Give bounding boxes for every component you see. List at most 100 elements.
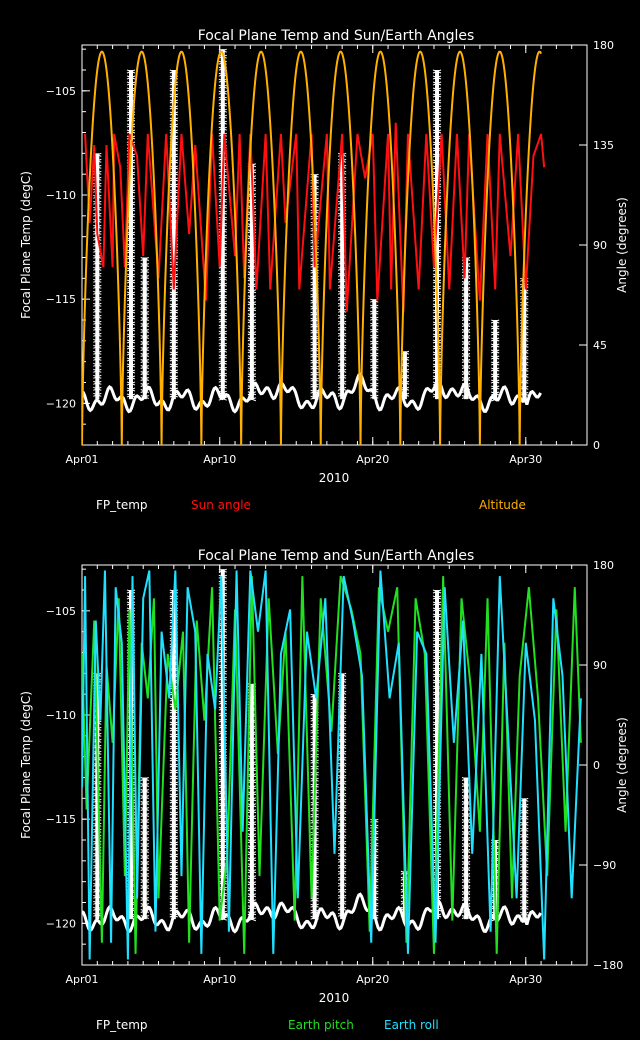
fp-temp-star [169, 381, 178, 386]
fp-temp-star [93, 290, 102, 295]
fp-temp-star [140, 365, 149, 369]
fp-temp-star [169, 757, 178, 762]
fp-temp-star [93, 332, 102, 337]
fp-temp-star [520, 839, 529, 844]
fp-temp-star [218, 78, 227, 83]
fp-temp-star [337, 308, 347, 313]
fp-temp-star [520, 803, 529, 808]
fp-temp-star [461, 837, 471, 841]
fp-temp-star [432, 631, 442, 636]
fp-temp-star [169, 811, 178, 816]
fp-temp-star [140, 275, 149, 279]
fp-temp-star [169, 859, 178, 864]
fp-temp-star [126, 387, 136, 392]
fp-temp-star [247, 313, 257, 318]
fp-temp-star [337, 774, 347, 779]
fp-temp-star [169, 159, 178, 164]
fp-temp-star [169, 745, 178, 750]
fp-temp-star [461, 305, 471, 309]
fp-temp-star [461, 897, 471, 901]
fp-temp-star [370, 322, 379, 327]
fp-temp-star [337, 858, 347, 863]
fp-temp-star [126, 351, 136, 356]
y-left-tick-label: −105 [46, 85, 76, 98]
fp-temp-star [247, 869, 257, 874]
y-left-tick-label: −115 [46, 813, 76, 826]
fp-temp-star [93, 386, 102, 391]
fp-temp-star [93, 260, 102, 265]
fp-temp-star [247, 851, 257, 856]
fp-temp-star [461, 365, 471, 369]
y-right-tick-label: 90 [593, 659, 607, 672]
fp-temp-star [520, 869, 529, 874]
x-tick-label: Apr10 [203, 973, 236, 986]
fp-temp-star [337, 852, 347, 857]
fp-temp-star [93, 350, 102, 355]
fp-temp-star [310, 323, 319, 328]
fp-temp-star [126, 69, 136, 74]
fp-temp-star [461, 831, 471, 835]
fp-temp-star [337, 344, 347, 349]
fp-temp-star [169, 799, 178, 804]
fp-temp-star [218, 126, 227, 131]
fp-temp-star [140, 323, 149, 327]
fp-temp-star [337, 888, 347, 893]
fp-temp-star [126, 309, 136, 314]
fp-temp-star [432, 147, 442, 152]
y-left-tick-label: −120 [46, 397, 76, 410]
fp-temp-star [218, 120, 227, 125]
fp-temp-star [461, 813, 471, 817]
fp-temp-star [126, 129, 136, 134]
fp-temp-star [432, 661, 442, 666]
fp-temp-star [169, 303, 178, 308]
fp-temp-star [337, 864, 347, 869]
fp-temp-star [93, 188, 102, 193]
fp-temp-star [432, 267, 442, 272]
fp-temp-star [432, 75, 442, 80]
fp-temp-star [337, 314, 347, 319]
fp-temp-spike [464, 257, 469, 400]
fp-temp-star [310, 753, 319, 758]
fp-temp-star [93, 314, 102, 319]
fp-temp-star [370, 364, 379, 369]
fp-temp-star [140, 383, 149, 387]
fp-temp-star [337, 870, 347, 875]
fp-temp-star [432, 339, 442, 344]
fp-temp-star [169, 853, 178, 858]
fp-temp-star [169, 315, 178, 320]
fp-temp-star [140, 825, 149, 829]
fp-temp-star [93, 344, 102, 349]
fp-temp-star [310, 915, 319, 920]
fp-temp-star [370, 310, 379, 315]
y-right-tick-label: 0 [593, 439, 600, 452]
fp-temp-star [169, 369, 178, 374]
plot-series-group [82, 568, 582, 960]
plot-data [82, 568, 582, 960]
fp-temp-star [337, 182, 347, 187]
fp-temp-star [140, 855, 149, 859]
y-right-tick-label: −90 [593, 859, 616, 872]
x-axis-label: 2010 [319, 991, 350, 1005]
fp-temp-star [140, 915, 149, 919]
fp-temp-star [461, 903, 471, 907]
x-tick-label: Apr30 [509, 453, 542, 466]
fp-temp-star [310, 341, 319, 346]
fp-temp-star [247, 349, 257, 354]
fp-temp-star [169, 751, 178, 756]
fp-temp-spike [522, 278, 527, 400]
fp-temp-star [432, 655, 442, 660]
fp-temp-star [140, 819, 149, 823]
fp-temp-star [461, 281, 471, 285]
fp-temp-star [93, 810, 102, 815]
fp-temp-star [461, 909, 471, 913]
fp-temp-star [520, 397, 529, 402]
fp-temp-star [247, 755, 257, 760]
series-earth-roll-line [82, 570, 582, 960]
fp-temp-star [140, 903, 149, 907]
fp-temp-star [337, 906, 347, 911]
fp-temp-star [337, 912, 347, 917]
fp-temp-star [491, 319, 500, 324]
fp-temp-star [337, 756, 347, 761]
fp-temp-star [337, 780, 347, 785]
fp-temp-star [140, 885, 149, 889]
